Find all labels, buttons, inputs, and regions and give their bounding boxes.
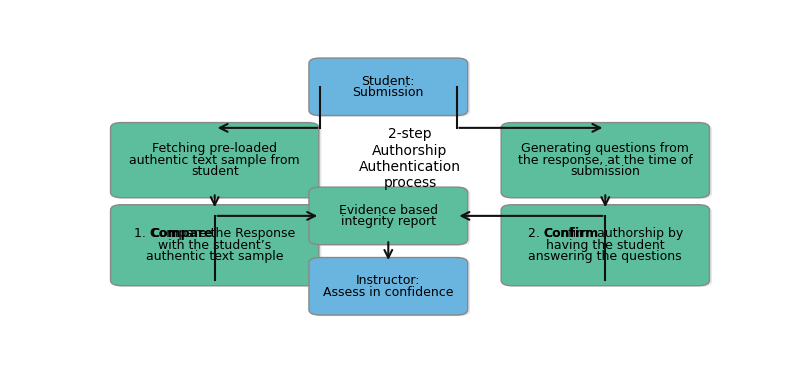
Text: 2. Confirm authorship by: 2. Confirm authorship by: [528, 227, 683, 240]
Text: Submission: Submission: [353, 86, 424, 99]
Text: having the student: having the student: [546, 239, 665, 252]
Text: with the student’s: with the student’s: [158, 239, 271, 252]
FancyBboxPatch shape: [504, 124, 712, 199]
Text: Instructor:: Instructor:: [356, 274, 421, 287]
FancyBboxPatch shape: [309, 258, 468, 315]
Text: Fetching pre-loaded: Fetching pre-loaded: [152, 142, 277, 155]
FancyBboxPatch shape: [110, 205, 319, 286]
Text: Confirm: Confirm: [543, 227, 598, 240]
FancyBboxPatch shape: [113, 206, 322, 287]
Text: integrity report: integrity report: [341, 215, 436, 228]
Text: 2-step
Authorship
Authentication
process: 2-step Authorship Authentication process: [359, 127, 461, 190]
Text: Evidence based: Evidence based: [338, 204, 438, 217]
FancyBboxPatch shape: [311, 188, 470, 246]
FancyBboxPatch shape: [309, 58, 468, 115]
FancyBboxPatch shape: [311, 59, 470, 117]
FancyBboxPatch shape: [113, 124, 322, 199]
Text: authentic text sample: authentic text sample: [146, 250, 283, 263]
Text: 1. Compare the Response: 1. Compare the Response: [134, 227, 295, 240]
Text: submission: submission: [570, 165, 640, 178]
Text: Generating questions from: Generating questions from: [522, 142, 690, 155]
FancyBboxPatch shape: [311, 259, 470, 316]
FancyBboxPatch shape: [504, 206, 712, 287]
Text: answering the questions: answering the questions: [529, 250, 682, 263]
FancyBboxPatch shape: [309, 187, 468, 245]
Text: Compare: Compare: [150, 227, 213, 240]
Text: authentic text sample from: authentic text sample from: [130, 154, 300, 166]
FancyBboxPatch shape: [501, 205, 710, 286]
Text: student: student: [191, 165, 238, 178]
Text: Assess in confidence: Assess in confidence: [323, 285, 454, 298]
FancyBboxPatch shape: [501, 123, 710, 198]
FancyBboxPatch shape: [110, 123, 319, 198]
Text: the response, at the time of: the response, at the time of: [518, 154, 693, 166]
Text: Student:: Student:: [362, 75, 415, 88]
